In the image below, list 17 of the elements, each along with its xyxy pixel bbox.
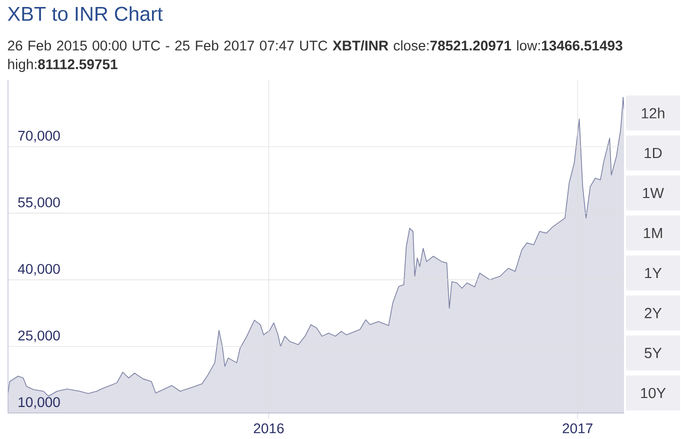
text: 2Y xyxy=(644,308,662,318)
text: 26 Feb 2015 00:00 UTC - 25 Feb 2017 07:47 UTC XBT/INR close:78521.20971 low:13466.51493 high:81112.59751 xyxy=(8,40,622,72)
y-tick-label: 55,000 xyxy=(18,197,60,209)
chart-title: XBT to INR Chart xyxy=(8,6,163,21)
x-tick-label: 2016 xyxy=(254,423,284,434)
text: 10Y xyxy=(641,388,666,398)
y-tick-label: 10,000 xyxy=(18,397,60,409)
text: 12h xyxy=(642,108,664,118)
text: 1W xyxy=(643,188,664,198)
y-tick-label: 70,000 xyxy=(18,130,60,142)
text: 1D xyxy=(644,148,662,158)
text: 1M xyxy=(644,228,662,238)
x-tick-label: 2017 xyxy=(562,423,592,434)
text: 5Y xyxy=(644,348,662,358)
text: 1Y xyxy=(645,268,662,278)
y-tick-label: 40,000 xyxy=(18,264,60,276)
y-tick-label: 25,000 xyxy=(18,330,60,342)
